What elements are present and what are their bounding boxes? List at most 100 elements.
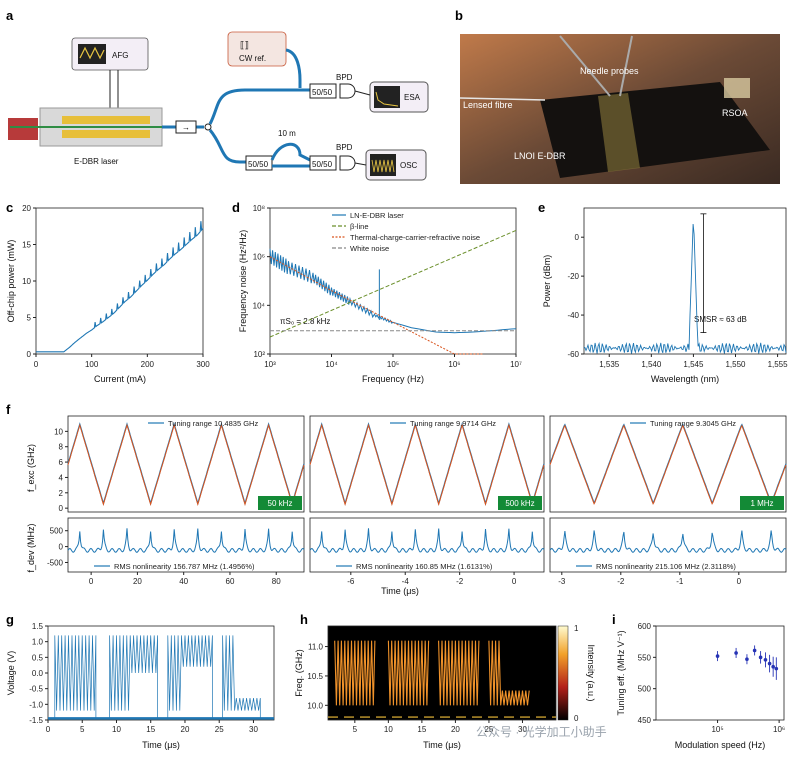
needle-probe-1 bbox=[559, 35, 611, 97]
panel-label-g: g bbox=[6, 612, 14, 627]
panel-label-e: e bbox=[538, 200, 545, 215]
deviation-trace-2 bbox=[549, 530, 787, 553]
xtick-label-f: 0 bbox=[512, 577, 517, 586]
letter-waveform-F bbox=[167, 635, 213, 719]
ytick-label-c: 20 bbox=[22, 204, 31, 213]
needle-probe-2 bbox=[619, 35, 633, 97]
data-point-i bbox=[763, 658, 768, 662]
isolator bbox=[175, 120, 197, 134]
coupler-left-label: 50/50 bbox=[248, 160, 269, 169]
xtick-label-h: 5 bbox=[353, 725, 358, 734]
ytick-label-e: -20 bbox=[567, 272, 579, 281]
panel-label-h: h bbox=[300, 612, 308, 627]
data-point-i bbox=[767, 661, 772, 666]
ytick-label-f-bottom: -500 bbox=[47, 558, 64, 567]
legend-label-f: Tuning range 10.4835 GHz bbox=[168, 419, 258, 428]
xlabel-h: Time (μs) bbox=[423, 740, 461, 750]
fit-sweep-0 bbox=[67, 423, 305, 507]
panel-b-photo: b Needle probes Lensed fibre LNOI E-DBR … bbox=[455, 8, 780, 184]
ytick-label-e: -60 bbox=[567, 350, 579, 359]
annotation-e: SMSR ≈ 63 dB bbox=[694, 315, 747, 324]
ytick-label-d: 10⁶ bbox=[253, 253, 265, 262]
chip-body bbox=[540, 82, 770, 178]
ytick-label-i: 500 bbox=[638, 685, 652, 694]
ytick-label-c: 0 bbox=[27, 350, 32, 359]
ytick-label-f-top: 10 bbox=[54, 427, 63, 436]
ytick-label-c: 5 bbox=[27, 314, 32, 323]
xtick-label-f: 0 bbox=[89, 577, 94, 586]
xtick-label-g: 20 bbox=[181, 725, 190, 734]
spectrogram-block-2 bbox=[438, 640, 480, 706]
xtick-label-f: -1 bbox=[676, 577, 684, 586]
letter-waveform-P bbox=[109, 635, 158, 719]
fibre-ref bbox=[285, 48, 302, 88]
rms-label-f: RMS nonlinearity 215.106 MHz (2.3118%) bbox=[596, 562, 736, 571]
data-point-i bbox=[745, 657, 749, 662]
ytick-label-g: -1.0 bbox=[29, 700, 43, 709]
colorbar-tick-h: 1 bbox=[574, 624, 579, 633]
legend-label-d: β-line bbox=[350, 222, 369, 231]
data-point-i bbox=[758, 655, 763, 660]
data-point-i bbox=[715, 654, 720, 658]
xtick-label-f: 80 bbox=[272, 577, 281, 586]
ytick-label-e: -40 bbox=[567, 311, 579, 320]
xtick-label-d: 10⁶ bbox=[448, 360, 460, 369]
axes-i bbox=[655, 625, 785, 721]
xlabel-e: Wavelength (nm) bbox=[651, 374, 719, 384]
ytick-label-h: 10.0 bbox=[307, 701, 323, 710]
xtick-label-d: 10⁷ bbox=[510, 360, 522, 369]
electrode-top bbox=[62, 116, 150, 124]
badge-label-f: 50 kHz bbox=[268, 499, 293, 508]
axes-f-bottom-2 bbox=[549, 517, 787, 573]
isolator-arrow-icon: → bbox=[182, 123, 190, 132]
xtick-label-c: 100 bbox=[85, 360, 99, 369]
deviation-trace-1 bbox=[309, 528, 545, 553]
panel-h-spectrogram: h Time (μs) Freq. (GHz) Intensity (a.u.)… bbox=[294, 612, 596, 750]
xtick-label-c: 300 bbox=[196, 360, 210, 369]
watermark: 公众号 · 光学加工小助手 bbox=[476, 724, 607, 739]
fit-sweep-2 bbox=[549, 424, 787, 505]
ytick-label-e: 0 bbox=[575, 233, 580, 242]
badge-label-f: 1 MHz bbox=[750, 499, 773, 508]
coupler-top-label: 50/50 bbox=[312, 88, 333, 97]
laser-label: E-DBR laser bbox=[74, 157, 119, 166]
panel-label-i: i bbox=[612, 612, 616, 627]
ytick-label-i: 450 bbox=[638, 716, 652, 725]
ylabel-d: Frequency noise (Hz²/Hz) bbox=[238, 230, 248, 333]
bpd-bottom-icon bbox=[339, 155, 356, 171]
ytick-label-d: 10² bbox=[253, 350, 265, 359]
esa-screen bbox=[374, 86, 400, 108]
spectrogram-block-1 bbox=[387, 640, 430, 706]
xtick-label-e: 1,535 bbox=[599, 360, 620, 369]
panel-g-epfl-voltage: g Time (μs) Voltage (V) 0 5 10 15 20 25 30 -1.5… bbox=[6, 612, 275, 750]
ytick-label-i: 600 bbox=[638, 622, 652, 631]
series-1-line bbox=[269, 229, 517, 338]
xtick-label-f: -6 bbox=[347, 577, 355, 586]
panel-e-spectrum: e Wavelength (nm) Power (dBm) SMSR ≈ 63 … bbox=[538, 200, 788, 384]
ytick-label-h: 10.5 bbox=[307, 672, 323, 681]
rsoa-label: RSOA bbox=[722, 108, 748, 118]
panel-a-schematic: a AFG E-DBR laser → ⟦⟧ CW ref. 50/50 BPD bbox=[6, 8, 429, 181]
xtick-label-g: 30 bbox=[249, 725, 258, 734]
power-curve bbox=[36, 221, 204, 353]
afg-label: AFG bbox=[112, 51, 128, 60]
ytick-label-g: -0.5 bbox=[29, 685, 43, 694]
panel-f-tuning: f Time (μs) f_exc (GHz) f_dev (MHz) 0 20 4… bbox=[6, 402, 787, 596]
esa-trace-icon bbox=[375, 91, 399, 107]
ylabel-f-top: f_exc (GHz) bbox=[26, 444, 36, 492]
ylabel-e: Power (dBm) bbox=[542, 255, 552, 308]
ytick-label-c: 10 bbox=[22, 277, 31, 286]
panel-label-c: c bbox=[6, 200, 13, 215]
splitter-node bbox=[204, 123, 212, 131]
delay-loop bbox=[270, 142, 311, 162]
osc-wire bbox=[354, 162, 367, 166]
badge-f-0 bbox=[258, 496, 302, 510]
xlabel-c: Current (mA) bbox=[94, 374, 146, 384]
fibre-upper bbox=[208, 88, 310, 125]
ytick-label-f-top: 8 bbox=[59, 443, 64, 452]
needle-label: Needle probes bbox=[580, 66, 639, 76]
rms-label-f: RMS nonlinearity 156.787 MHz (1.4956%) bbox=[114, 562, 255, 571]
data-point-i bbox=[752, 648, 757, 653]
xtick-label-h: 15 bbox=[417, 725, 426, 734]
xtick-label-f: -4 bbox=[402, 577, 410, 586]
